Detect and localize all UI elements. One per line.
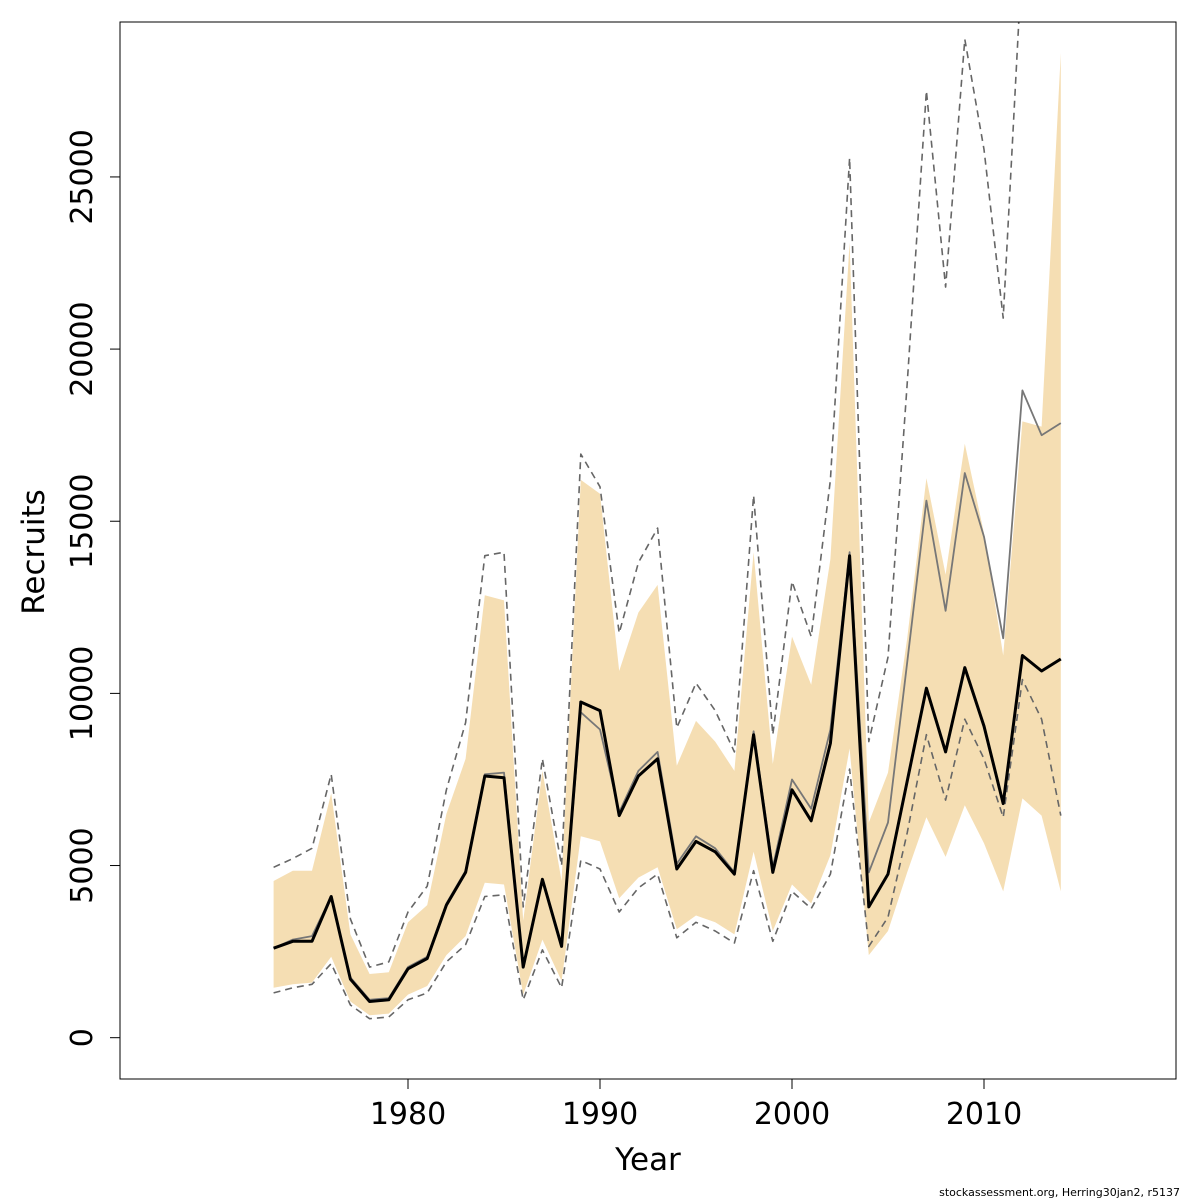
y-tick-label: 10000 (65, 646, 100, 741)
dashed-upper-line (273, 22, 1020, 968)
x-axis-title: Year (614, 1142, 681, 1178)
y-tick-label: 5000 (65, 827, 100, 903)
plot-area (273, 22, 1062, 1020)
y-axis-title: Recruits (16, 489, 52, 615)
x-tick-label: 1990 (562, 1097, 638, 1132)
main-estimate-line (273, 554, 1062, 1003)
x-tick-label: 1980 (370, 1097, 446, 1132)
confidence-band (273, 53, 1061, 1016)
y-tick-label: 25000 (65, 129, 100, 224)
dashed-lower-line (273, 678, 1062, 1020)
y-tick-label: 0 (65, 1028, 100, 1047)
y-tick-label: 20000 (65, 301, 100, 396)
footer-credit: stockassessment.org, Herring30jan2, r513… (939, 1186, 1180, 1199)
x-tick-label: 2010 (946, 1097, 1022, 1132)
x-tick-label: 2000 (754, 1097, 830, 1132)
y-axis: 0 5000 10000 15000 20000 25000 (65, 129, 121, 1047)
y-tick-label: 15000 (65, 474, 100, 569)
x-axis: 1980 1990 2000 2010 (370, 1078, 1022, 1132)
